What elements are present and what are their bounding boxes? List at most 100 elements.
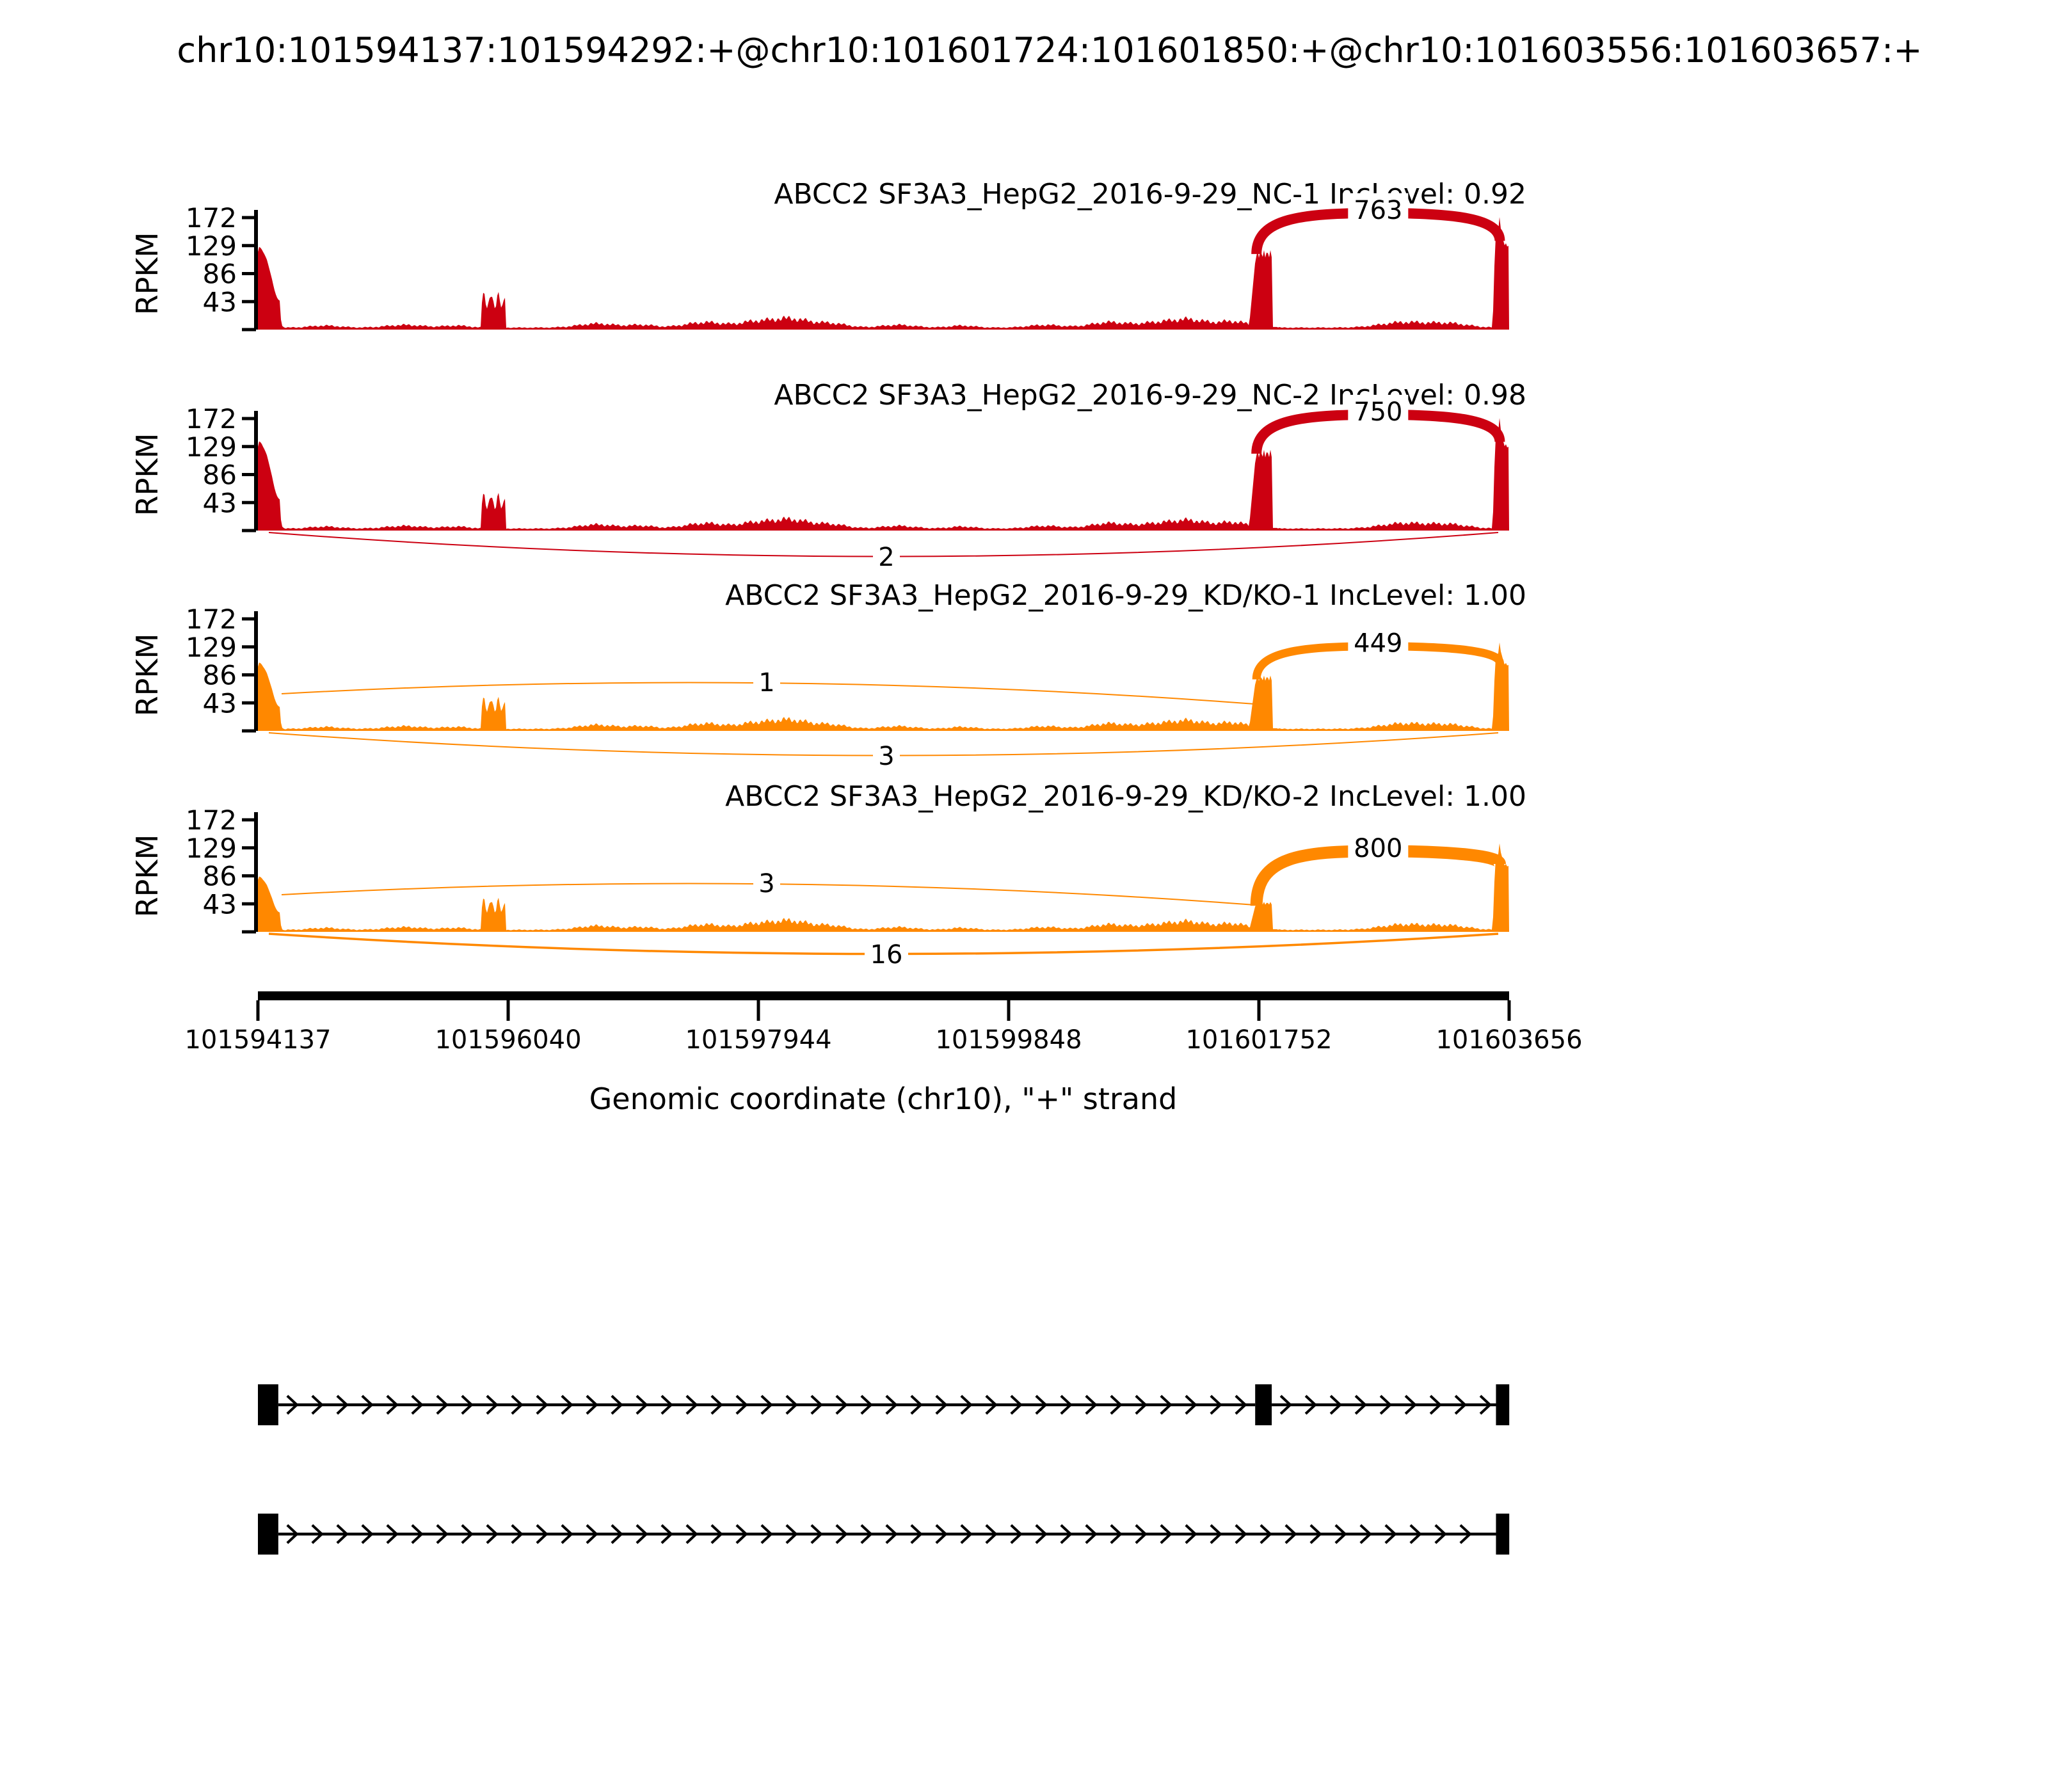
y-axis-tick-label: 129 [186, 632, 237, 663]
strand-arrow-icon [1010, 1524, 1023, 1544]
junction-label-bg [873, 540, 900, 572]
strand-arrow-icon [935, 1395, 948, 1415]
strand-arrow-icon [885, 1524, 898, 1544]
strand-arrow-icon [1160, 1524, 1172, 1544]
strand-arrow-icon [361, 1524, 374, 1544]
strand-arrow-icon [636, 1524, 648, 1544]
strand-arrow-icon [386, 1395, 399, 1415]
strand-arrow-icon [785, 1395, 798, 1415]
y-axis-tick-label: 43 [203, 888, 237, 920]
strand-arrow-icon [411, 1395, 424, 1415]
strand-arrow-icon [586, 1395, 598, 1415]
exon-box [258, 1384, 278, 1425]
strand-arrow-icon [1210, 1524, 1222, 1544]
junction-count-label: 763 [1354, 196, 1402, 225]
y-axis-tick-label: 86 [203, 460, 237, 491]
x-axis-tick-label: 101594137 [184, 1025, 331, 1055]
strand-arrow-icon [361, 1395, 374, 1415]
strand-arrow-icon [910, 1395, 923, 1415]
strand-arrow-icon [1135, 1395, 1148, 1415]
x-axis-tick-label: 101596040 [435, 1025, 581, 1055]
strand-arrow-icon [336, 1395, 349, 1415]
strand-arrow-icon [910, 1524, 923, 1544]
strand-arrow-icon [611, 1395, 623, 1415]
strand-arrow-icon [660, 1524, 673, 1544]
strand-arrow-icon [1409, 1524, 1422, 1544]
strand-arrow-icon [985, 1524, 998, 1544]
junction-label-bg [1348, 193, 1409, 225]
strand-arrow-icon [835, 1524, 848, 1544]
strand-arrow-icon [511, 1395, 524, 1415]
y-axis-tick-label: 172 [186, 604, 237, 635]
strand-arrow-icon [586, 1524, 598, 1544]
strand-arrow-icon [1309, 1524, 1322, 1544]
junction-count-label: 1 [758, 668, 774, 698]
strand-arrow-icon [1085, 1524, 1098, 1544]
strand-arrow-icon [935, 1524, 948, 1544]
y-axis-tick-label: 129 [186, 833, 237, 864]
junction-count-label: 16 [870, 940, 903, 970]
strand-arrow-icon [1010, 1395, 1023, 1415]
strand-arrow-icon [1035, 1395, 1048, 1415]
strand-arrow-icon [1035, 1524, 1048, 1544]
y-axis-tick-label: 43 [203, 286, 237, 317]
strand-arrow-icon [685, 1524, 698, 1544]
strand-arrow-icon [1434, 1524, 1447, 1544]
strand-arrow-icon [985, 1395, 998, 1415]
junction-count-label: 750 [1354, 397, 1402, 427]
strand-arrow-icon [636, 1395, 648, 1415]
strand-arrow-icon [536, 1524, 548, 1544]
junction-label-bg [753, 867, 780, 899]
junction-label-bg [873, 739, 900, 771]
y-axis-label: RPKM [130, 634, 164, 717]
junction-count-label: 800 [1354, 834, 1402, 863]
strand-arrow-icon [311, 1395, 324, 1415]
strand-arrow-icon [1279, 1395, 1293, 1415]
strand-arrow-icon [760, 1395, 773, 1415]
junction-count-label: 2 [878, 543, 894, 572]
x-axis-tick-label: 101601752 [1185, 1025, 1332, 1055]
x-axis: 101594137 101596040 101597944 101599848 1016… [184, 991, 1583, 1055]
strand-arrow-icon [1304, 1395, 1318, 1415]
strand-arrow-icon [286, 1524, 299, 1544]
strand-arrow-icon [1384, 1524, 1397, 1544]
strand-arrow-icon [486, 1395, 499, 1415]
exon-box [1255, 1384, 1272, 1425]
junction-label-bg [865, 938, 908, 970]
strand-arrow-icon [960, 1395, 973, 1415]
strand-arrow-icon [311, 1524, 324, 1544]
track-KD-KO-2: ABCC2 SF3A3_HepG2_2016-9-29_KD/KO-2 IncL… [130, 780, 1526, 970]
strand-arrow-icon [1404, 1395, 1418, 1415]
strand-arrow-icon [885, 1395, 898, 1415]
strand-arrow-icon [835, 1395, 848, 1415]
strand-arrow-icon [461, 1524, 474, 1544]
strand-arrow-icon [685, 1395, 698, 1415]
strand-arrow-icon [1235, 1524, 1247, 1544]
track-title: ABCC2 SF3A3_HepG2_2016-9-29_NC-2 IncLeve… [774, 379, 1526, 412]
strand-arrow-icon [1160, 1395, 1172, 1415]
track-NC-2: ABCC2 SF3A3_HepG2_2016-9-29_NC-2 IncLeve… [130, 379, 1526, 572]
y-axis-tick-label: 43 [203, 687, 237, 719]
junction-count-label: 449 [1354, 629, 1402, 659]
strand-arrow-icon [611, 1524, 623, 1544]
strand-arrow-icon [1459, 1524, 1472, 1544]
figure-title: chr10:101594137:101594292:+@chr10:101601… [177, 30, 1922, 70]
coverage-area [258, 217, 1509, 330]
y-axis-label: RPKM [130, 433, 164, 516]
strand-arrow-icon [1185, 1395, 1197, 1415]
strand-arrow-icon [1354, 1395, 1368, 1415]
strand-arrow-icon [1110, 1524, 1123, 1544]
strand-arrow-icon [960, 1524, 973, 1544]
strand-arrow-icon [710, 1524, 723, 1544]
junction-label-bg [1348, 831, 1409, 863]
strand-arrow-icon [511, 1524, 524, 1544]
x-axis-tick-label: 101599848 [935, 1025, 1082, 1055]
strand-arrow-icon [436, 1524, 449, 1544]
strand-arrow-icon [760, 1524, 773, 1544]
junction-label-bg [1348, 626, 1409, 659]
y-axis-tick-label: 172 [186, 804, 237, 836]
strand-arrow-icon [436, 1395, 449, 1415]
strand-arrow-icon [660, 1395, 673, 1415]
